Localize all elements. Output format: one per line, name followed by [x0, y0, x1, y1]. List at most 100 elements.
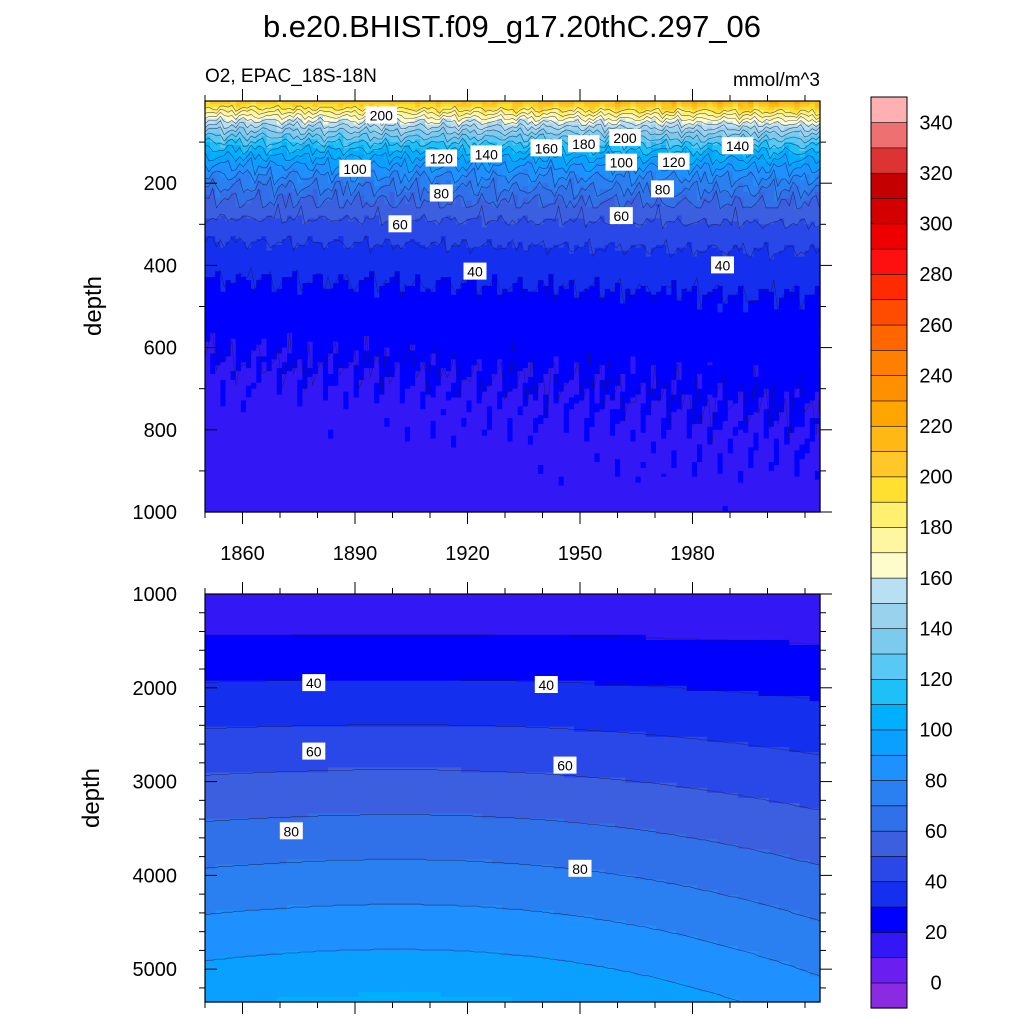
upper-cell	[522, 103, 529, 108]
upper-cell	[753, 139, 760, 143]
upper-cell	[251, 115, 257, 120]
upper-cell	[671, 115, 678, 120]
upper-cell	[440, 118, 447, 123]
upper-cell	[210, 139, 216, 143]
upper-cell	[779, 106, 785, 111]
upper-cell	[215, 145, 221, 149]
upper-cell	[620, 101, 626, 105]
upper-cell	[784, 142, 790, 146]
upper-cell	[317, 109, 324, 114]
upper-cell	[363, 127, 370, 131]
upper-cell	[522, 124, 529, 129]
upper-cell	[256, 139, 262, 143]
upper-cell	[563, 142, 570, 146]
upper-cell	[645, 124, 652, 129]
upper-cell	[527, 115, 534, 120]
upper-cell	[686, 127, 693, 131]
upper-cell	[451, 142, 457, 146]
upper-cell	[292, 121, 298, 126]
upper-cell	[717, 145, 724, 149]
upper-cell	[420, 133, 426, 137]
upper-cell	[717, 106, 724, 111]
upper-cell	[804, 133, 811, 137]
upper-cell	[486, 118, 493, 123]
upper-cell	[276, 133, 283, 137]
upper-cell	[276, 145, 283, 149]
upper-cell	[328, 136, 334, 140]
upper-cell	[399, 139, 406, 143]
upper-cell	[230, 106, 237, 111]
upper-cell	[261, 142, 268, 146]
upper-cell	[358, 127, 365, 131]
upper-cell	[246, 133, 252, 137]
upper-cell	[358, 139, 365, 143]
upper-cell	[399, 145, 406, 149]
upper-cell	[563, 133, 570, 137]
upper-cell	[768, 106, 775, 111]
upper-cell	[748, 133, 754, 137]
upper-cell	[220, 109, 227, 114]
upper-cell	[768, 124, 775, 129]
upper-cell	[594, 106, 601, 111]
upper-cell	[558, 121, 565, 126]
upper-cell	[568, 118, 575, 123]
upper-cell	[727, 101, 734, 105]
upper-cell	[784, 145, 790, 149]
upper-cell	[384, 142, 391, 146]
upper-cell	[369, 127, 375, 131]
upper-cell	[743, 127, 749, 131]
upper-cell	[235, 127, 242, 131]
upper-cell	[281, 139, 288, 143]
upper-cell	[579, 121, 585, 126]
upper-cell	[476, 118, 483, 123]
upper-cell	[445, 127, 452, 131]
upper-cell	[338, 121, 344, 126]
upper-cell	[773, 112, 780, 117]
upper-cell	[251, 127, 257, 131]
upper-cell	[276, 118, 283, 123]
upper-cell	[343, 139, 350, 143]
upper-cell	[645, 109, 652, 114]
upper-cell	[666, 112, 672, 117]
upper-cell	[666, 127, 672, 131]
upper-cell	[784, 124, 790, 129]
upper-cell	[691, 118, 698, 123]
upper-cell	[348, 127, 355, 131]
upper-cell	[481, 136, 488, 140]
upper-cell	[804, 127, 811, 131]
upper-cell	[338, 124, 344, 129]
upper-cell	[476, 106, 483, 111]
upper-cell	[594, 101, 601, 105]
upper-cell	[589, 133, 596, 137]
upper-cell	[281, 136, 288, 140]
upper-cell	[538, 115, 544, 120]
upper-cell	[276, 115, 283, 120]
upper-cell	[215, 115, 221, 120]
upper-cell	[497, 136, 503, 140]
upper-cell	[343, 121, 350, 126]
upper-cell	[461, 106, 467, 111]
upper-cell	[727, 124, 734, 129]
upper-cell	[625, 101, 631, 105]
upper-cell	[440, 101, 447, 105]
upper-cell	[256, 127, 262, 131]
upper-cell	[650, 145, 657, 149]
upper-cell	[512, 127, 519, 131]
upper-cell	[420, 118, 426, 123]
upper-cell	[338, 130, 344, 134]
upper-cell	[661, 106, 667, 111]
upper-cell	[702, 130, 708, 134]
upper-cell	[287, 109, 293, 114]
upper-cell	[287, 118, 293, 123]
upper-cell	[363, 101, 370, 105]
upper-cell	[512, 133, 519, 137]
upper-cell	[481, 124, 488, 129]
upper-cell	[589, 109, 596, 114]
upper-cell	[773, 101, 780, 105]
upper-cell	[809, 139, 816, 143]
upper-cell	[435, 124, 442, 129]
upper-cell	[625, 103, 631, 108]
upper-cell	[779, 142, 785, 146]
upper-cell	[287, 101, 293, 105]
upper-cell	[445, 109, 452, 114]
